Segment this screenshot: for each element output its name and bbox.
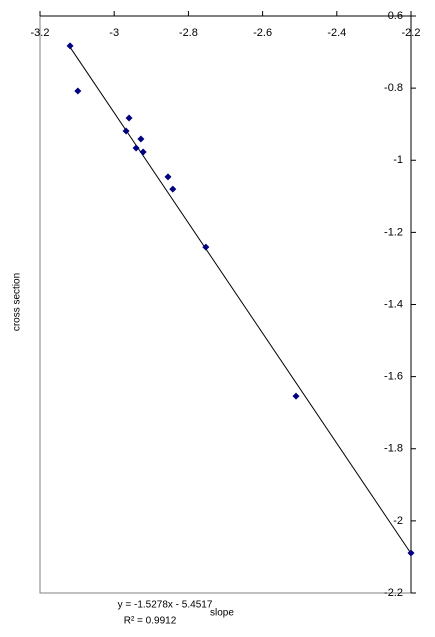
y-tick-label: -2 bbox=[393, 515, 403, 527]
y-axis-title: cross section bbox=[12, 273, 23, 331]
x-tick-label: -2.8 bbox=[179, 27, 198, 39]
point bbox=[137, 135, 145, 143]
point bbox=[169, 185, 177, 193]
y-tick-label: -0.6 bbox=[384, 10, 403, 22]
r-squared: R² = 0.9912 bbox=[124, 616, 177, 627]
x-tick-label: -2.2 bbox=[402, 27, 421, 39]
point bbox=[202, 243, 210, 251]
y-tick-label: -1.2 bbox=[384, 226, 403, 238]
point bbox=[132, 144, 140, 152]
y-tick-label: -0.8 bbox=[384, 82, 403, 94]
point bbox=[139, 148, 147, 156]
equation-note: slope bbox=[210, 608, 234, 619]
equation: y = -1.5278x - 5.4517 bbox=[118, 600, 213, 611]
point bbox=[66, 42, 74, 50]
point bbox=[74, 87, 82, 95]
x-tick-label: -3 bbox=[109, 27, 119, 39]
y-tick-label: -2.2 bbox=[384, 587, 403, 599]
y-tick-label: -1 bbox=[393, 154, 403, 166]
point bbox=[407, 549, 415, 557]
point bbox=[125, 114, 133, 122]
plot-frame bbox=[39, 15, 412, 594]
y-tick-label: -1.4 bbox=[384, 298, 403, 310]
x-tick-label: -2.4 bbox=[327, 27, 346, 39]
y-tick-label: -1.8 bbox=[384, 443, 403, 455]
point bbox=[122, 127, 130, 135]
y-tick-label: -1.6 bbox=[384, 371, 403, 383]
x-tick-label: -2.6 bbox=[253, 27, 272, 39]
point bbox=[164, 173, 172, 181]
x-tick-label: -3.2 bbox=[31, 27, 50, 39]
trendline bbox=[69, 46, 412, 554]
point bbox=[292, 392, 300, 400]
